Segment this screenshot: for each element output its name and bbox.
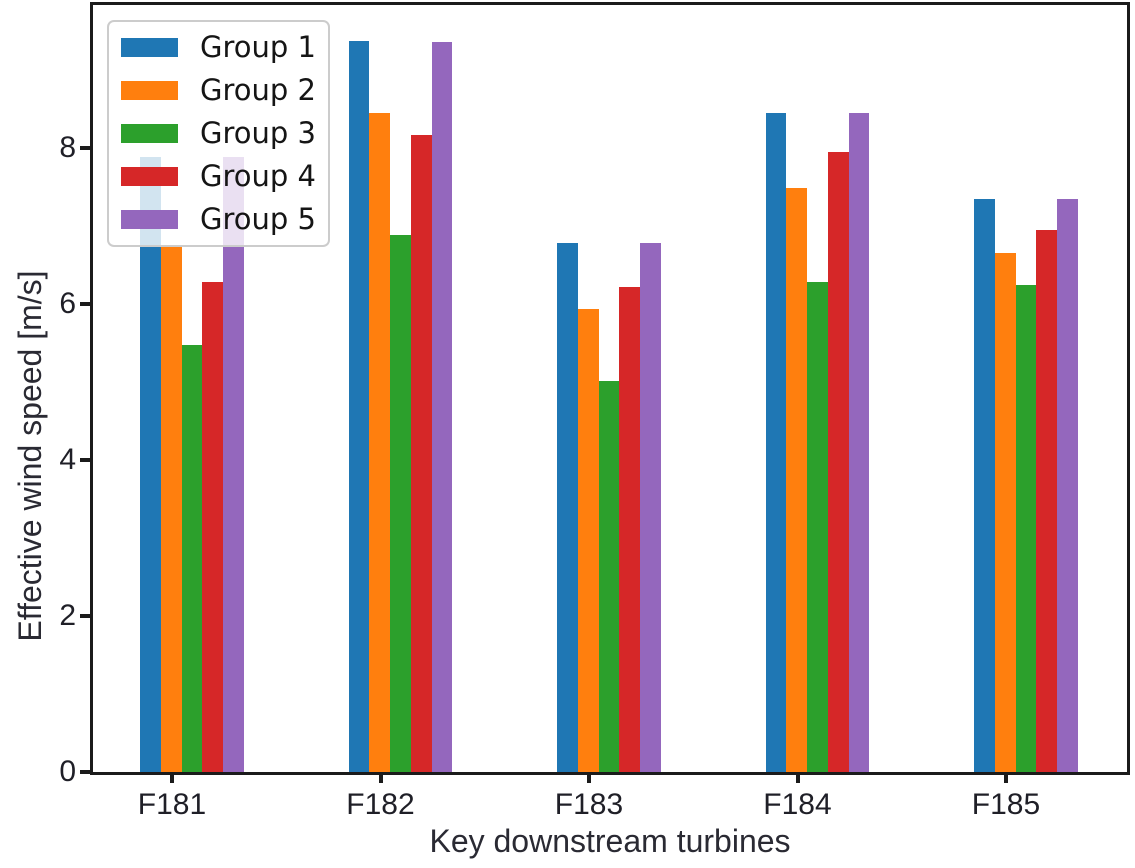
bar-f183-group1 xyxy=(557,242,578,772)
x-tick-label: F184 xyxy=(763,788,832,821)
bar-f181-group5 xyxy=(223,157,244,772)
y-tick-mark xyxy=(80,770,93,774)
bar-f183-group4 xyxy=(619,286,641,772)
x-tick-mark xyxy=(170,772,174,783)
y-tick-label: 8 xyxy=(59,130,76,164)
legend: Group 1 Group 2 Group 3 Group 4 Group 5 xyxy=(107,20,330,247)
bar-f183-group2 xyxy=(577,308,599,772)
legend-label: Group 5 xyxy=(200,202,316,236)
legend-swatch-icon xyxy=(121,81,178,100)
x-tick-label: F181 xyxy=(137,788,207,821)
legend-label: Group 1 xyxy=(200,30,316,64)
bar-f182-group5 xyxy=(431,41,453,772)
legend-label: Group 3 xyxy=(200,116,316,150)
y-tick-mark xyxy=(80,301,93,306)
y-tick-mark xyxy=(80,613,93,618)
bar-f183-group5 xyxy=(640,242,661,772)
y-tick-label: 2 xyxy=(59,598,76,632)
y-tick-mark xyxy=(80,457,93,462)
bar-f181-group4 xyxy=(202,282,224,772)
legend-label: Group 2 xyxy=(200,73,316,107)
x-tick-label: F182 xyxy=(346,788,415,821)
bar-f185-group2 xyxy=(994,253,1016,772)
legend-swatch-icon xyxy=(121,167,178,186)
bar-f185-group5 xyxy=(1057,198,1078,772)
bar-f184-group3 xyxy=(807,282,828,772)
x-tick-mark xyxy=(795,772,800,783)
bar-f182-group4 xyxy=(410,134,432,772)
x-tick-mark xyxy=(1004,772,1008,783)
legend-label: Group 4 xyxy=(200,159,316,193)
x-tick-mark xyxy=(587,772,591,783)
legend-swatch-icon xyxy=(121,124,178,143)
y-tick-label: 4 xyxy=(59,442,76,476)
y-tick-label: 0 xyxy=(59,755,76,788)
bar-f184-group4 xyxy=(827,152,849,772)
bar-f182-group3 xyxy=(390,235,411,772)
legend-item: Group 2 xyxy=(109,69,328,112)
bar-f185-group1 xyxy=(974,198,995,772)
bar-f184-group1 xyxy=(765,112,787,772)
legend-item: Group 1 xyxy=(109,26,328,69)
bar-f181-group3 xyxy=(181,345,203,772)
y-tick-mark xyxy=(80,145,93,150)
legend-swatch-icon xyxy=(121,210,178,229)
y-tick-label: 6 xyxy=(59,286,76,320)
legend-item: Group 5 xyxy=(109,198,328,241)
bar-f185-group4 xyxy=(1036,229,1058,772)
bar-f182-group1 xyxy=(348,40,370,772)
bar-f182-group2 xyxy=(369,113,391,772)
legend-swatch-icon xyxy=(121,38,178,57)
x-tick-label: F183 xyxy=(554,788,624,821)
x-tick-label: F185 xyxy=(971,788,1041,821)
bar-f184-group2 xyxy=(786,187,808,772)
bar-f183-group3 xyxy=(598,381,620,772)
x-tick-mark xyxy=(378,772,383,783)
plot-area xyxy=(93,5,1127,772)
legend-item: Group 4 xyxy=(109,155,328,198)
bar-f181-group2 xyxy=(160,246,182,772)
bar-f185-group3 xyxy=(1015,285,1037,772)
bar-f181-group1 xyxy=(140,157,161,772)
y-axis-label: Effective wind speed [m/s] xyxy=(12,270,48,642)
bar-f184-group5 xyxy=(848,112,870,772)
x-axis-label: Key downstream turbines xyxy=(429,823,791,859)
legend-item: Group 3 xyxy=(109,112,328,155)
